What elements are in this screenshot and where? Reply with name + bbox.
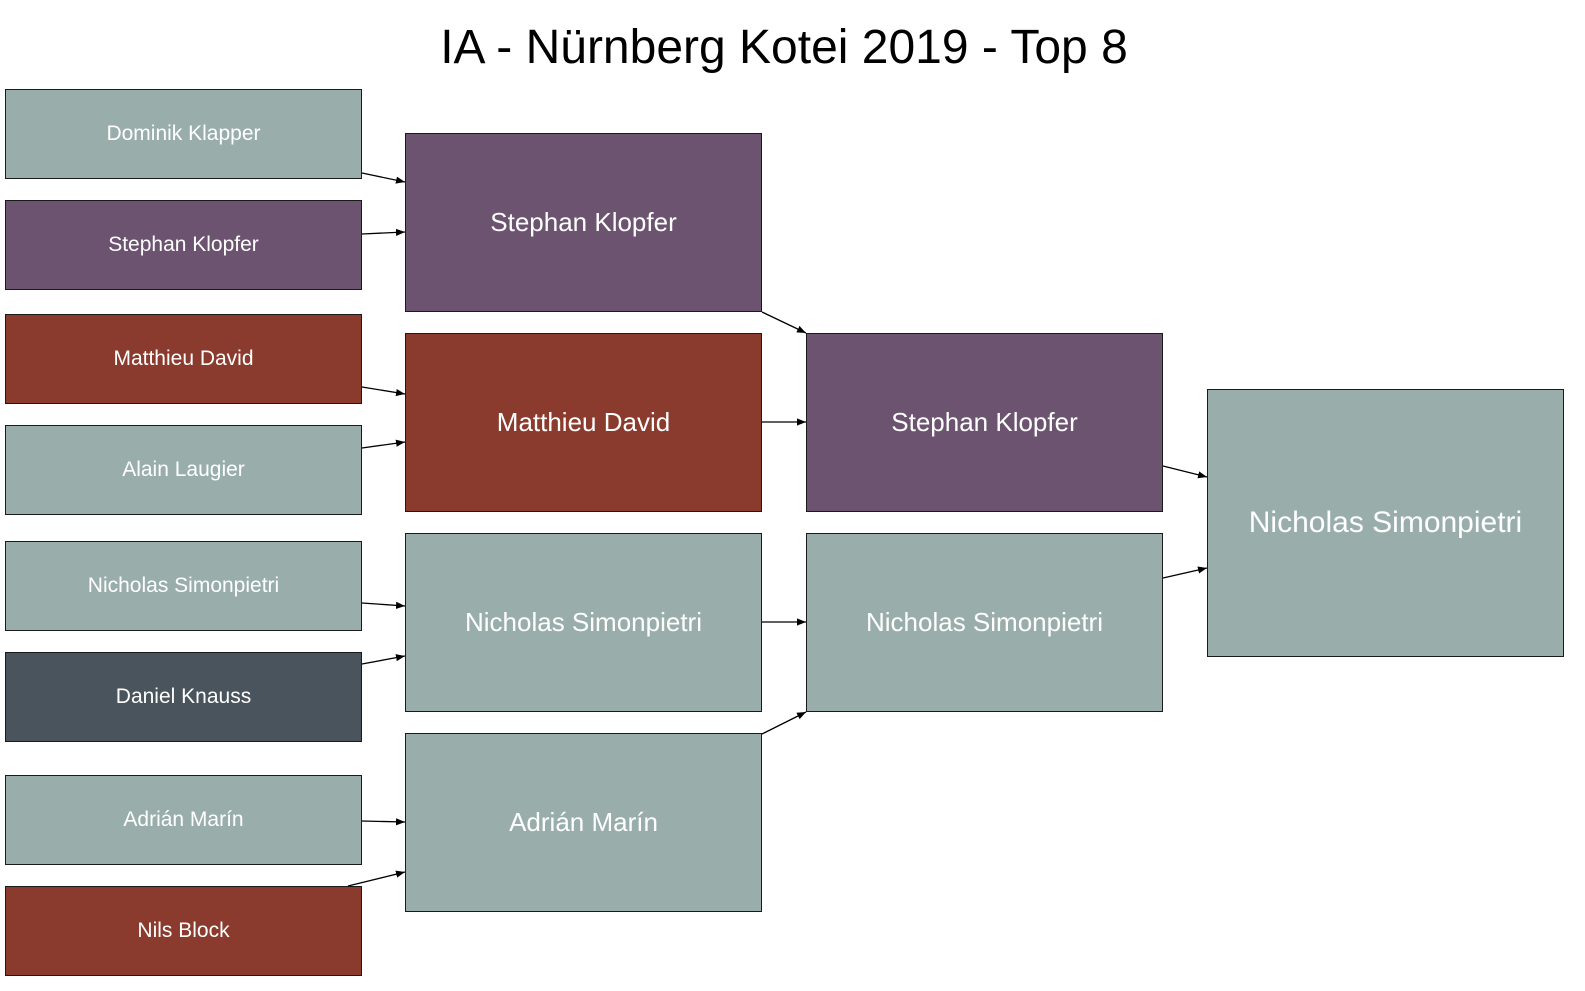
player-name: Nicholas Simonpietri <box>1248 506 1523 539</box>
edge-qf-4-to-sf-2 <box>761 711 807 735</box>
edge-qf-1-to-sf-1 <box>761 311 807 334</box>
player-name: Stephan Klopfer <box>108 233 259 256</box>
edge-r1-5-to-qf-3 <box>361 601 406 609</box>
round1-player-3: Matthieu David <box>5 314 362 404</box>
player-name: Matthieu David <box>113 347 254 370</box>
player-name: Adrián Marín <box>509 807 658 837</box>
edge-r1-3-to-qf-2 <box>361 386 406 397</box>
player-name: Dominik Klapper <box>106 122 261 145</box>
round1-player-1: Dominik Klapper <box>5 89 362 179</box>
edge-r1-7-to-qf-4 <box>361 818 406 826</box>
quarterfinal-winner-4: Adrián Marín <box>405 733 762 912</box>
edge-sf-2-to-final <box>1162 566 1208 579</box>
player-name: Stephan Klopfer <box>891 407 1078 437</box>
player-name: Adrián Marín <box>123 808 244 831</box>
tournament-winner: Nicholas Simonpietri <box>1207 389 1564 657</box>
round1-player-6: Daniel Knauss <box>5 652 362 742</box>
round1-player-7: Adrián Marín <box>5 775 362 865</box>
round1-player-5: Nicholas Simonpietri <box>5 541 362 631</box>
player-name: Nils Block <box>137 919 230 942</box>
edge-r1-2-to-qf-1 <box>361 228 406 237</box>
quarterfinal-winner-1: Stephan Klopfer <box>405 133 762 312</box>
player-name: Nicholas Simonpietri <box>87 574 280 597</box>
semifinal-winner-1: Stephan Klopfer <box>806 333 1163 512</box>
player-name: Stephan Klopfer <box>490 207 677 237</box>
quarterfinal-winner-2: Matthieu David <box>405 333 762 512</box>
player-name: Matthieu David <box>496 407 671 437</box>
player-name: Nicholas Simonpietri <box>465 607 702 637</box>
edge-r1-4-to-qf-2 <box>361 439 406 449</box>
edge-r1-6-to-qf-3 <box>361 654 406 665</box>
edge-r1-1-to-qf-1 <box>361 172 406 184</box>
player-name: Alain Laugier <box>122 458 245 481</box>
player-name: Nicholas Simonpietri <box>866 607 1103 637</box>
round1-player-8: Nils Block <box>5 886 362 976</box>
round1-player-2: Stephan Klopfer <box>5 200 362 290</box>
player-name: Daniel Knauss <box>115 685 252 708</box>
quarterfinal-winner-3: Nicholas Simonpietri <box>405 533 762 712</box>
semifinal-winner-2: Nicholas Simonpietri <box>806 533 1163 712</box>
diagram-title: IA - Nürnberg Kotei 2019 - Top 8 <box>440 21 1128 74</box>
edge-r1-8-to-qf-4 <box>347 870 406 887</box>
edge-sf-1-to-final <box>1162 465 1208 479</box>
round1-player-4: Alain Laugier <box>5 425 362 515</box>
